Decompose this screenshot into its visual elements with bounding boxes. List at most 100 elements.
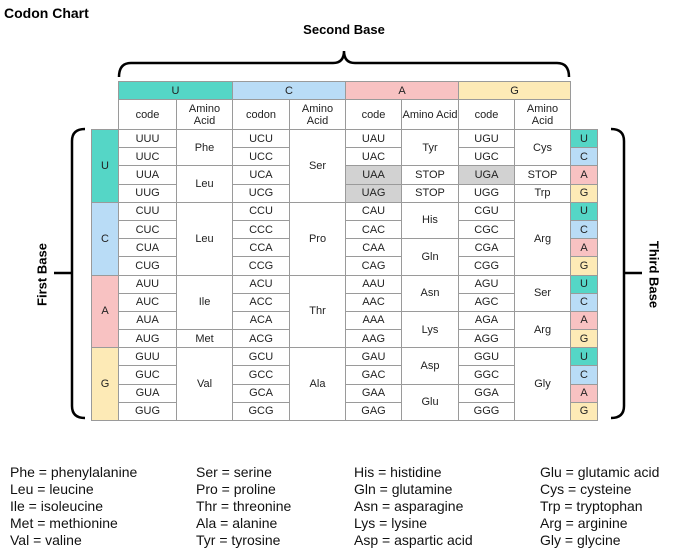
- codon: AUC: [118, 292, 177, 312]
- codon: CCA: [232, 238, 290, 258]
- codon: UAC: [345, 147, 402, 167]
- codon: AGU: [458, 274, 515, 294]
- legend-entry: His = histidine: [354, 464, 442, 480]
- third-base: G: [570, 256, 598, 276]
- amino-header: Amino Acid: [176, 99, 233, 130]
- third-base: U: [570, 347, 598, 367]
- codon: UAA: [345, 165, 402, 185]
- codon: CCU: [232, 201, 290, 221]
- left-bracket: [54, 127, 86, 420]
- top-bracket: [117, 50, 571, 78]
- codon: CUA: [118, 238, 177, 258]
- amino-acid: Ser: [514, 274, 571, 312]
- amino-acid: Trp: [514, 183, 571, 203]
- legend-entry: Val = valine: [10, 532, 82, 548]
- second-base-header: C: [232, 81, 346, 100]
- codon: AUU: [118, 274, 177, 294]
- codon: UCU: [232, 129, 290, 149]
- legend-entry: Gly = glycine: [540, 532, 621, 548]
- codon: GUU: [118, 347, 177, 367]
- amino-acid: STOP: [401, 165, 459, 185]
- legend-entry: Ile = isoleucine: [10, 498, 104, 514]
- amino-acid: Asp: [401, 347, 459, 385]
- codon: CAC: [345, 219, 402, 240]
- third-base: U: [570, 129, 598, 149]
- codon: UUA: [118, 165, 177, 185]
- codon: GCU: [232, 347, 290, 367]
- amino-acid: Pro: [289, 201, 346, 276]
- code-header: code: [118, 99, 177, 130]
- legend-entry: Thr = threonine: [196, 498, 292, 514]
- codon: ACU: [232, 274, 290, 294]
- third-base: U: [570, 201, 598, 221]
- amino-header: Amino Acid: [289, 99, 346, 130]
- legend-entry: Arg = arginine: [540, 515, 628, 531]
- amino-header: Amino Acid: [514, 99, 571, 130]
- third-base: C: [570, 365, 598, 385]
- amino-acid: Thr: [289, 274, 346, 349]
- third-base: A: [570, 383, 598, 403]
- third-base: A: [570, 310, 598, 331]
- codon: CAG: [345, 256, 402, 276]
- codon: GUG: [118, 401, 177, 421]
- codon: GAG: [345, 401, 402, 421]
- first-base: G: [91, 347, 119, 421]
- first-base: U: [91, 129, 119, 203]
- amino-acid: Arg: [514, 310, 571, 349]
- codon: UCG: [232, 183, 290, 203]
- codon: CAU: [345, 201, 402, 221]
- amino-acid: Glu: [401, 383, 459, 421]
- codon: CGU: [458, 201, 515, 221]
- codon: GAU: [345, 347, 402, 367]
- third-base: A: [570, 165, 598, 185]
- amino-acid: Ser: [289, 129, 346, 203]
- third-base: A: [570, 238, 598, 258]
- codon: CGG: [458, 256, 515, 276]
- codon: AGG: [458, 329, 515, 349]
- legend-entry: Tyr = tyrosine: [196, 532, 281, 548]
- third-base: C: [570, 219, 598, 240]
- codon: UCC: [232, 147, 290, 167]
- legend-entry: Ala = alanine: [196, 515, 278, 531]
- codon: AUG: [118, 329, 177, 349]
- codon: UGG: [458, 183, 515, 203]
- third-base: G: [570, 401, 598, 421]
- codon: AAU: [345, 274, 402, 294]
- codon: AAG: [345, 329, 402, 349]
- second-base-header: G: [458, 81, 571, 100]
- amino-acid: Tyr: [401, 129, 459, 167]
- codon: UUC: [118, 147, 177, 167]
- codon: CCG: [232, 256, 290, 276]
- codon: GGA: [458, 383, 515, 403]
- codon: GUC: [118, 365, 177, 385]
- legend-entry: Met = methionine: [10, 515, 118, 531]
- first-base: C: [91, 201, 119, 276]
- legend-entry: Ser = serine: [196, 464, 272, 480]
- code-header: code: [458, 99, 515, 130]
- amino-acid: Asn: [401, 274, 459, 312]
- third-base: G: [570, 329, 598, 349]
- codon: UUU: [118, 129, 177, 149]
- codon: GUA: [118, 383, 177, 403]
- codon: GCA: [232, 383, 290, 403]
- codon: CCC: [232, 219, 290, 240]
- amino-header: Amino Acid: [401, 99, 459, 130]
- third-base: U: [570, 274, 598, 294]
- codon: AAC: [345, 292, 402, 312]
- title: Codon Chart: [4, 5, 89, 21]
- codon: GGU: [458, 347, 515, 367]
- codon: CUC: [118, 219, 177, 240]
- legend-entry: Asn = asparagine: [354, 498, 464, 514]
- codon: GCG: [232, 401, 290, 421]
- amino-acid: Lys: [401, 310, 459, 349]
- second-base-label: Second Base: [303, 22, 385, 37]
- codon: CUU: [118, 201, 177, 221]
- codon: CGC: [458, 219, 515, 240]
- third-base: C: [570, 147, 598, 167]
- codon: UGC: [458, 147, 515, 167]
- legend-entry: Pro = proline: [196, 481, 276, 497]
- amino-acid: His: [401, 201, 459, 240]
- amino-acid: Val: [176, 347, 233, 421]
